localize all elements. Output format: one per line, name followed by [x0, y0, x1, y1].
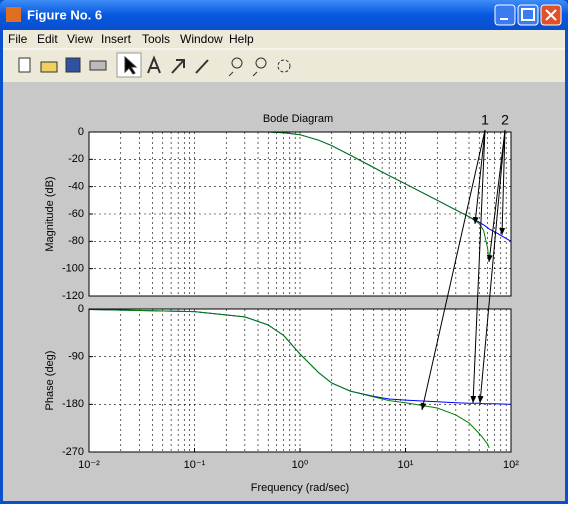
title-bar: [0, 0, 568, 30]
y-tick-label: 0: [78, 126, 84, 138]
arrow-tool-icon[interactable]: [171, 59, 185, 74]
menu-item[interactable]: Help: [229, 32, 254, 46]
y-tick-label: -80: [68, 235, 84, 247]
menu-toolbar-area: [3, 30, 565, 82]
open-icon[interactable]: [40, 61, 58, 73]
save-icon[interactable]: [65, 57, 81, 73]
menu-item[interactable]: File: [8, 32, 28, 46]
text-icon[interactable]: [147, 55, 161, 74]
menu-item[interactable]: Window: [180, 32, 223, 46]
y-tick-label: -270: [62, 446, 84, 458]
rotate-icon[interactable]: [277, 59, 291, 73]
y-tick-label: -60: [68, 208, 84, 220]
y-tick-label: 0: [78, 303, 84, 315]
series-line: [88, 309, 490, 448]
x-tick-label: 10¹: [398, 459, 414, 471]
app-icon: [6, 7, 21, 22]
zoom-in-icon[interactable]: [231, 57, 243, 69]
x-tick-label: 10²: [503, 459, 519, 471]
menu-item[interactable]: Tools: [142, 32, 170, 46]
print-icon[interactable]: [89, 60, 107, 71]
zoom-out-icon[interactable]: [255, 57, 267, 69]
y-tick-label: -90: [68, 351, 84, 363]
y-tick-label: -100: [62, 263, 84, 275]
line-tool-icon[interactable]: [195, 59, 209, 74]
y-tick-label: -20: [68, 153, 84, 165]
annotation: 1: [481, 112, 489, 128]
y-tick-label: -180: [62, 398, 84, 410]
x-tick-label: 10⁻²: [78, 459, 100, 471]
x-tick-label: 10⁻¹: [184, 459, 206, 471]
y-axis-label: Phase (deg): [44, 351, 56, 411]
y-axis-label: Magnitude (dB): [44, 176, 56, 251]
axes-border: [88, 131, 512, 297]
window-title: Figure No. 6: [27, 7, 102, 22]
chart-title: Bode Diagram: [263, 113, 333, 125]
axes-border: [88, 308, 512, 453]
menu-item[interactable]: View: [67, 32, 93, 46]
annotation-arrows: [420, 129, 506, 411]
new-icon[interactable]: [18, 57, 31, 73]
x-tick-label: 10⁰: [292, 459, 309, 471]
arrow-icon: [124, 55, 138, 75]
menu-item[interactable]: Edit: [37, 32, 58, 46]
annotation: 2: [501, 112, 509, 128]
plots: 0 -20 -40 -60 -80 -100 -120 Magnitude (dB) Bode …: [44, 112, 519, 494]
x-axis-label: Frequency (rad/sec): [251, 482, 349, 494]
toolbar: [18, 52, 291, 78]
menu-item[interactable]: Insert: [101, 32, 132, 46]
menu-bar: File Edit View Insert Tools Window Help: [8, 32, 254, 46]
y-tick-label: -40: [68, 181, 84, 193]
minimize-button[interactable]: [494, 4, 516, 26]
y-tick-label: -120: [62, 290, 84, 302]
